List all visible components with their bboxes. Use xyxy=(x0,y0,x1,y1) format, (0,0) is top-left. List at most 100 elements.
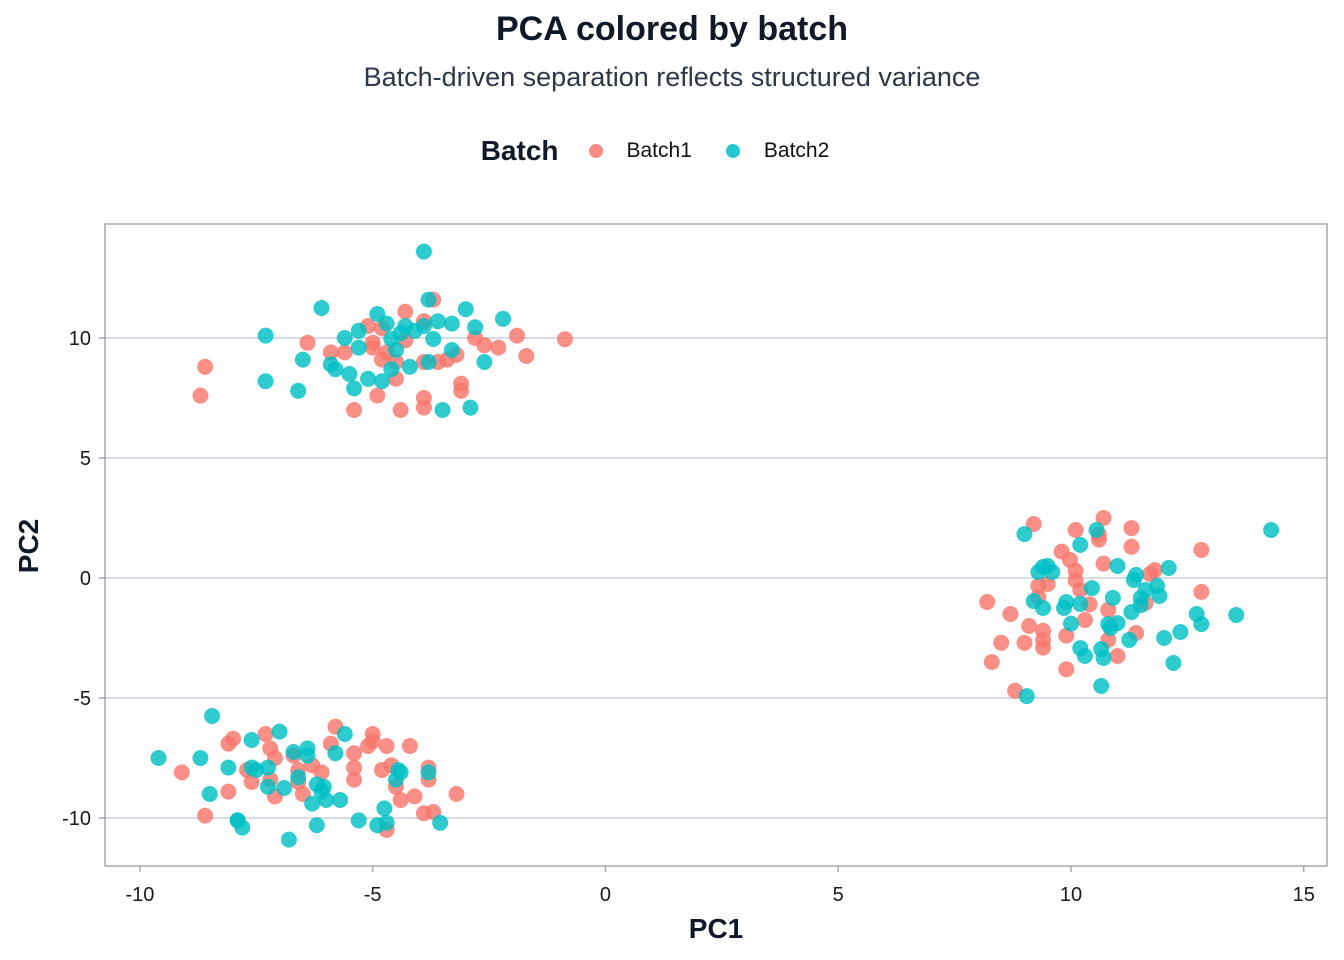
data-point-batch1 xyxy=(1109,648,1126,664)
data-point-batch1 xyxy=(1193,583,1210,600)
data-point-batch1 xyxy=(1095,510,1112,526)
data-point-batch2 xyxy=(457,301,474,318)
data-point-batch1 xyxy=(1123,538,1140,555)
chart-subtitle: Batch-driven separation reflects structu… xyxy=(363,62,981,92)
x-tick-label: 15 xyxy=(1293,884,1315,906)
data-point-batch2 xyxy=(150,750,167,766)
data-point-batch1 xyxy=(257,726,274,742)
data-point-batch1 xyxy=(1062,552,1079,568)
legend-key-batch1 xyxy=(588,144,603,158)
data-point-batch1 xyxy=(476,337,493,354)
data-point-batch1 xyxy=(364,339,381,356)
x-axis-title: PC1 xyxy=(689,913,743,944)
data-point-batch2 xyxy=(1128,566,1145,583)
data-point-batch1 xyxy=(983,654,1000,670)
data-point-batch2 xyxy=(432,814,449,831)
data-point-batch1 xyxy=(1058,627,1075,644)
data-point-batch2 xyxy=(350,339,367,356)
data-point-batch2 xyxy=(341,366,358,382)
data-point-batch2 xyxy=(434,402,451,418)
data-point-batch2 xyxy=(1072,595,1089,612)
data-point-batch2 xyxy=(392,764,409,781)
data-point-batch2 xyxy=(1016,526,1033,543)
data-point-batch2 xyxy=(1193,616,1210,633)
data-point-batch1 xyxy=(397,303,414,320)
data-point-batch2 xyxy=(308,817,325,834)
data-point-batch2 xyxy=(1035,600,1052,616)
data-point-batch2 xyxy=(1263,522,1280,538)
data-point-batch2 xyxy=(1160,559,1177,576)
data-point-batch2 xyxy=(336,330,353,346)
data-point-batch1 xyxy=(192,387,209,404)
data-point-batch2 xyxy=(276,780,293,796)
data-point-batch1 xyxy=(415,399,432,416)
data-point-batch1 xyxy=(313,764,330,781)
data-point-batch2 xyxy=(1109,558,1126,574)
data-point-batch2 xyxy=(318,792,335,808)
legend-item-batch2: Batch2 xyxy=(725,139,829,163)
data-point-batch2 xyxy=(299,747,316,764)
data-point-batch2 xyxy=(476,354,493,370)
data-point-batch2 xyxy=(1121,631,1138,648)
data-points xyxy=(150,243,1280,848)
data-point-batch1 xyxy=(346,745,363,762)
data-point-batch2 xyxy=(290,382,307,399)
data-point-batch1 xyxy=(392,402,409,418)
data-point-batch2 xyxy=(495,310,512,327)
data-point-batch2 xyxy=(378,814,395,831)
data-point-batch1 xyxy=(1076,612,1093,628)
data-point-batch2 xyxy=(259,778,276,795)
data-point-batch2 xyxy=(425,330,442,347)
data-point-batch2 xyxy=(429,313,446,330)
data-point-batch1 xyxy=(993,634,1010,651)
data-point-batch1 xyxy=(197,807,214,824)
data-point-batch2 xyxy=(1044,564,1061,580)
data-point-batch2 xyxy=(420,354,437,370)
data-point-batch2 xyxy=(1104,589,1121,606)
data-point-batch2 xyxy=(1088,522,1105,538)
y-tick-label: 10 xyxy=(69,328,91,350)
data-point-batch2 xyxy=(1165,654,1182,671)
legend-title: Batch xyxy=(480,135,559,166)
data-point-batch1 xyxy=(1123,520,1140,537)
data-point-batch2 xyxy=(1093,678,1110,694)
data-point-batch1 xyxy=(1021,618,1038,634)
data-point-batch1 xyxy=(369,387,386,404)
data-point-batch2 xyxy=(1095,649,1112,666)
data-point-batch1 xyxy=(1095,555,1112,572)
data-point-batch1 xyxy=(1002,606,1019,622)
data-point-batch2 xyxy=(443,342,460,358)
data-point-batch2 xyxy=(313,300,330,316)
data-point-batch1 xyxy=(490,339,507,356)
data-point-batch2 xyxy=(1172,624,1189,640)
data-point-batch2 xyxy=(290,769,307,786)
legend: Batch Batch1 Batch2 xyxy=(0,135,1344,167)
x-tick-label: 10 xyxy=(1060,884,1082,906)
data-point-batch1 xyxy=(508,327,525,344)
data-point-batch1 xyxy=(1025,516,1042,532)
data-point-batch2 xyxy=(467,319,484,336)
data-point-batch1 xyxy=(225,730,242,747)
data-point-batch2 xyxy=(387,342,404,358)
data-point-batch2 xyxy=(415,243,432,260)
data-point-batch2 xyxy=(420,764,437,781)
data-point-batch2 xyxy=(315,778,332,795)
legend-key-batch2 xyxy=(725,144,740,158)
data-point-batch2 xyxy=(327,745,344,762)
data-point-batch2 xyxy=(1072,536,1089,553)
data-point-batch2 xyxy=(1062,615,1079,632)
data-point-batch1 xyxy=(1035,631,1052,648)
data-point-batch1 xyxy=(392,792,409,808)
y-tick-label: -10 xyxy=(62,808,91,830)
data-point-batch2 xyxy=(271,723,288,740)
data-point-batch2 xyxy=(1058,594,1075,610)
data-point-batch2 xyxy=(1083,580,1100,597)
data-point-batch2 xyxy=(420,291,437,308)
plot-panel-border xyxy=(104,223,1328,867)
data-point-batch1 xyxy=(1067,522,1084,538)
data-point-batch1 xyxy=(243,774,260,790)
data-point-batch1 xyxy=(378,738,395,754)
data-point-batch2 xyxy=(327,361,344,378)
data-point-batch2 xyxy=(378,315,395,332)
data-point-batch1 xyxy=(346,759,363,776)
